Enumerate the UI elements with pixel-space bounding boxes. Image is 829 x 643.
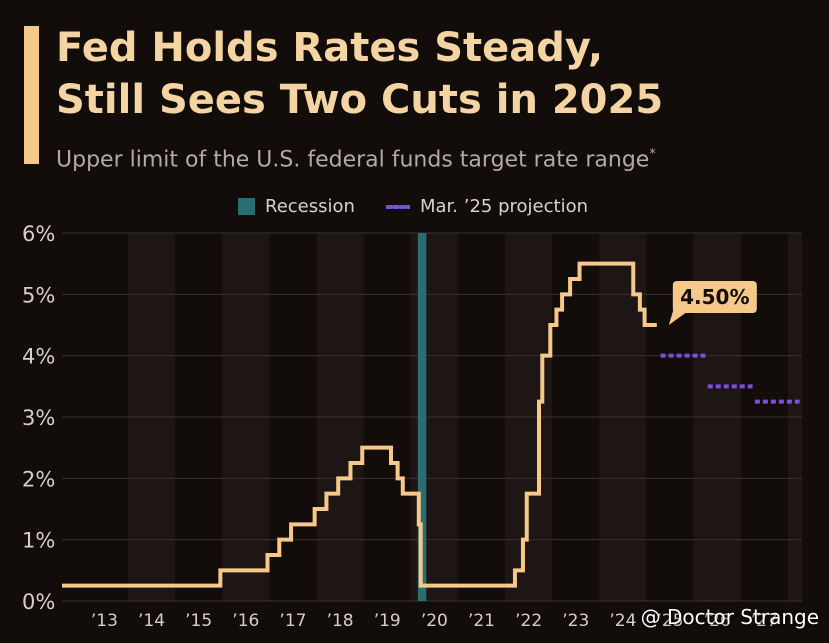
annotation-box — [672, 281, 757, 313]
y-tick-label: 4% — [22, 345, 55, 369]
x-tick-label: ’13 — [91, 611, 118, 631]
x-tick-label: ’18 — [327, 611, 354, 631]
chart-subtitle: Upper limit of the U.S. federal funds ta… — [56, 140, 656, 175]
x-tick-label: ’14 — [138, 611, 165, 631]
y-tick-label: 3% — [22, 406, 55, 430]
annotation-label: 4.50% — [680, 285, 749, 309]
rate-line — [62, 261, 657, 588]
subtitle-footnote-mark: * — [649, 147, 656, 162]
legend-item-projection: Mar. ’25 projection — [386, 196, 588, 217]
watermark: @ Doctor Strange — [640, 605, 819, 629]
subtitle-text: Upper limit of the U.S. federal funds ta… — [56, 147, 650, 173]
x-tick-label: ’27 — [751, 611, 778, 631]
recession-swatch — [238, 198, 255, 215]
legend-label-recession: Recession — [265, 196, 355, 217]
y-tick-label: 5% — [22, 283, 55, 307]
x-tick-label: ’15 — [185, 611, 212, 631]
annotation-pointer — [668, 305, 687, 325]
legend-item-recession: Recession — [238, 196, 355, 217]
x-tick-label: ’17 — [279, 611, 306, 631]
y-tick-label: 0% — [22, 590, 55, 614]
chart-title: Fed Holds Rates Steady, Still Sees Two C… — [56, 22, 816, 126]
recession-band — [417, 233, 427, 601]
x-tick-label: ’24 — [609, 611, 636, 631]
title-accent-bar — [24, 26, 39, 164]
x-tick-label: ’16 — [232, 611, 259, 631]
title-line-2: Still Sees Two Cuts in 2025 — [56, 77, 664, 123]
x-tick-label: ’26 — [704, 611, 731, 631]
legend-label-projection: Mar. ’25 projection — [420, 196, 588, 217]
title-line-1: Fed Holds Rates Steady, — [56, 25, 604, 71]
chart-legend: Recession Mar. ’25 projection — [0, 196, 829, 220]
x-tick-label: ’21 — [468, 611, 495, 631]
y-tick-label: 1% — [22, 529, 55, 553]
y-tick-label: 2% — [22, 467, 55, 491]
y-tick-label: 6% — [22, 222, 55, 246]
x-tick-label: ’25 — [657, 611, 684, 631]
x-tick-label: ’20 — [421, 611, 448, 631]
x-tick-label: ’23 — [562, 611, 589, 631]
x-tick-label: ’19 — [374, 611, 401, 631]
x-tick-label: ’22 — [515, 611, 542, 631]
projection-swatch — [386, 204, 410, 209]
